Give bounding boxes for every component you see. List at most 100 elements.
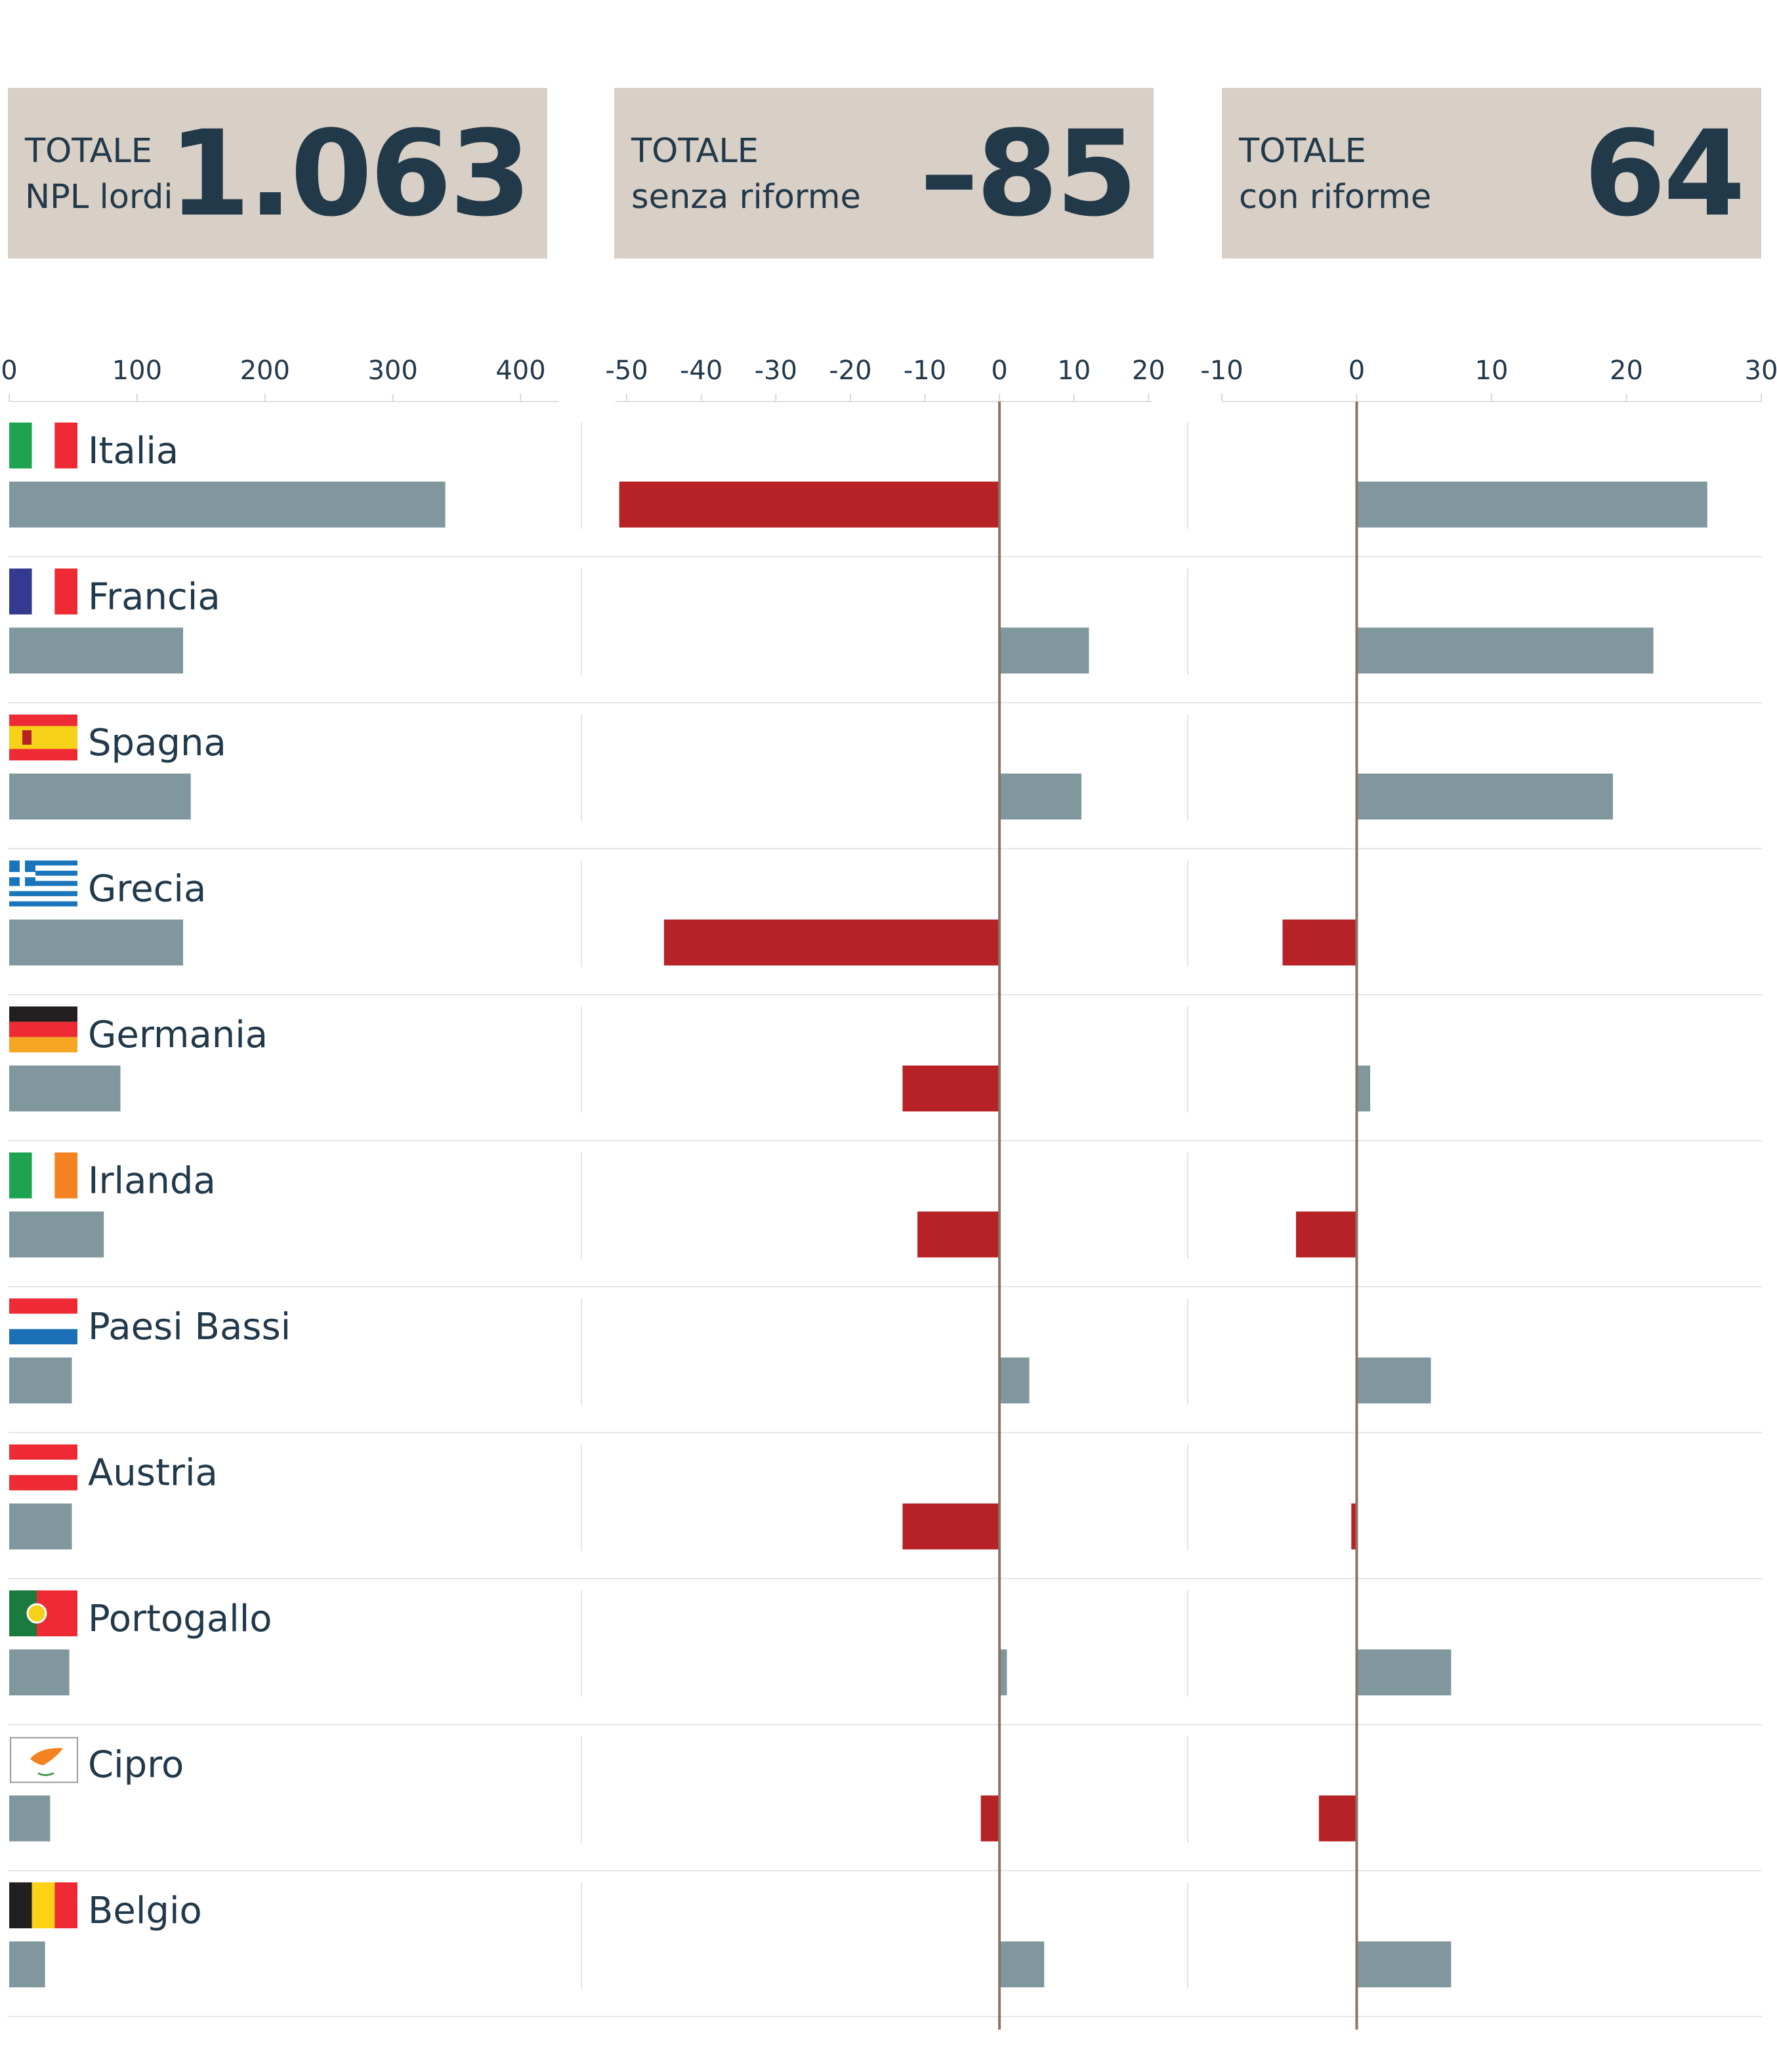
country-label: Grecia — [88, 868, 206, 911]
bar-portogallo — [999, 1649, 1007, 1695]
flag-belgio — [9, 1882, 77, 1928]
flag-branch — [37, 1772, 54, 1776]
flag-italia — [9, 423, 77, 468]
tick-label: -50 — [605, 356, 648, 386]
tick-label: 20 — [1610, 356, 1643, 386]
card-label-line2: con riforme — [1239, 178, 1432, 217]
flag-germania — [9, 1006, 77, 1052]
total-con-riforme-card: TOTALE con riforme 64 — [1222, 88, 1761, 259]
card-label-line1: TOTALE — [631, 132, 759, 171]
country-label: Portogallo — [88, 1598, 272, 1640]
bar-spagna — [1356, 774, 1613, 819]
flag-stripe — [9, 1459, 77, 1476]
bar-irlanda — [917, 1211, 1000, 1258]
tick-label: -30 — [755, 356, 797, 386]
flag-emblem — [26, 1603, 47, 1624]
flag-emblem — [22, 730, 31, 745]
tick-label: 100 — [112, 356, 162, 386]
flag-stripe — [9, 860, 77, 866]
tick-label: 0 — [1348, 356, 1365, 386]
flag-portogallo — [9, 1590, 77, 1636]
card-label-line2: senza riforme — [631, 178, 861, 217]
flag-stripe — [54, 1152, 77, 1199]
flag-island — [30, 1748, 63, 1766]
tick-label: 400 — [495, 356, 545, 386]
flag-stripe — [9, 1329, 77, 1344]
tick-label: 0 — [991, 356, 1007, 386]
bar-francia — [1356, 627, 1654, 674]
bar-paesi-bassi — [9, 1357, 72, 1403]
bar-grecia — [9, 919, 184, 966]
tick-label: -40 — [680, 356, 722, 386]
flag-stripe — [9, 1006, 77, 1022]
bar-spagna — [999, 774, 1082, 819]
flag-stripe — [9, 1037, 77, 1052]
card-label: TOTALE senza riforme — [631, 129, 861, 220]
bar-paesi-bassi — [1356, 1357, 1431, 1403]
tick-label: -10 — [904, 356, 946, 386]
tick-label: 10 — [1475, 356, 1509, 386]
flag-irlanda — [9, 1152, 77, 1199]
total-npl-card: TOTALE NPL lordi 1.063 — [8, 88, 547, 259]
tick-label: 20 — [1132, 356, 1165, 386]
flag-stripe — [31, 423, 55, 468]
country-label: Cipro — [88, 1744, 184, 1787]
card-label: TOTALE con riforme — [1239, 129, 1431, 220]
bar-cipro — [1318, 1795, 1357, 1842]
tick-label: -10 — [1200, 356, 1243, 386]
flag-stripe — [31, 568, 55, 615]
tick-label: -20 — [829, 356, 871, 386]
flag-stripe — [9, 1298, 77, 1314]
card-label: TOTALE NPL lordi — [25, 129, 173, 220]
bar-paesi-bassi — [999, 1357, 1030, 1403]
flag-austria — [9, 1444, 77, 1491]
country-label: Francia — [88, 576, 220, 619]
flag-stripe — [54, 1882, 77, 1928]
flag-stripe — [9, 871, 77, 876]
flag-stripe — [9, 875, 77, 881]
bar-austria — [9, 1503, 72, 1550]
bar-belgio — [999, 1941, 1045, 1987]
tick-label: 300 — [367, 356, 417, 386]
total-senza-riforme-card: TOTALE senza riforme –85 — [614, 88, 1154, 259]
bar-portogallo — [9, 1649, 70, 1695]
bar-italia — [1356, 482, 1707, 528]
country-label: Paesi Bassi — [88, 1306, 291, 1348]
bar-portogallo — [1356, 1649, 1452, 1695]
bar-francia — [999, 627, 1089, 674]
bar-irlanda — [1296, 1211, 1357, 1258]
country-label: Belgio — [88, 1890, 202, 1932]
flag-cross — [9, 872, 35, 878]
flag-cipro — [10, 1737, 78, 1783]
flag-paesi-bassi — [9, 1298, 77, 1344]
bar-grecia — [663, 919, 1000, 966]
flag-stripe — [9, 896, 77, 901]
bar-germania — [9, 1066, 121, 1111]
bar-spagna — [9, 774, 191, 819]
bar-germania — [902, 1066, 1000, 1111]
flag-stripe — [31, 1882, 55, 1928]
flag-stripe — [31, 1152, 55, 1199]
flag-stripe — [9, 1152, 32, 1199]
flag-stripe — [9, 901, 77, 907]
bar-germania — [1356, 1066, 1371, 1111]
country-label: Irlanda — [88, 1160, 216, 1203]
tick-label: 10 — [1057, 356, 1091, 386]
country-label: Spagna — [88, 722, 226, 764]
card-label-line1: TOTALE — [1239, 132, 1367, 171]
flag-stripe — [9, 1475, 77, 1491]
flag-stripe — [9, 568, 32, 615]
flag-stripe — [9, 1314, 77, 1329]
bar-italia — [619, 482, 1000, 528]
country-label: Austria — [88, 1452, 218, 1495]
card-label-line2: NPL lordi — [25, 178, 173, 217]
flag-stripe — [54, 423, 77, 468]
country-label: Italia — [88, 430, 178, 472]
bar-grecia — [1282, 919, 1357, 966]
card-value: 1.063 — [168, 106, 532, 243]
bar-francia — [9, 627, 184, 674]
tick-label: 0 — [1, 356, 17, 386]
flag-spagna — [9, 715, 77, 760]
bar-cipro — [9, 1795, 51, 1842]
